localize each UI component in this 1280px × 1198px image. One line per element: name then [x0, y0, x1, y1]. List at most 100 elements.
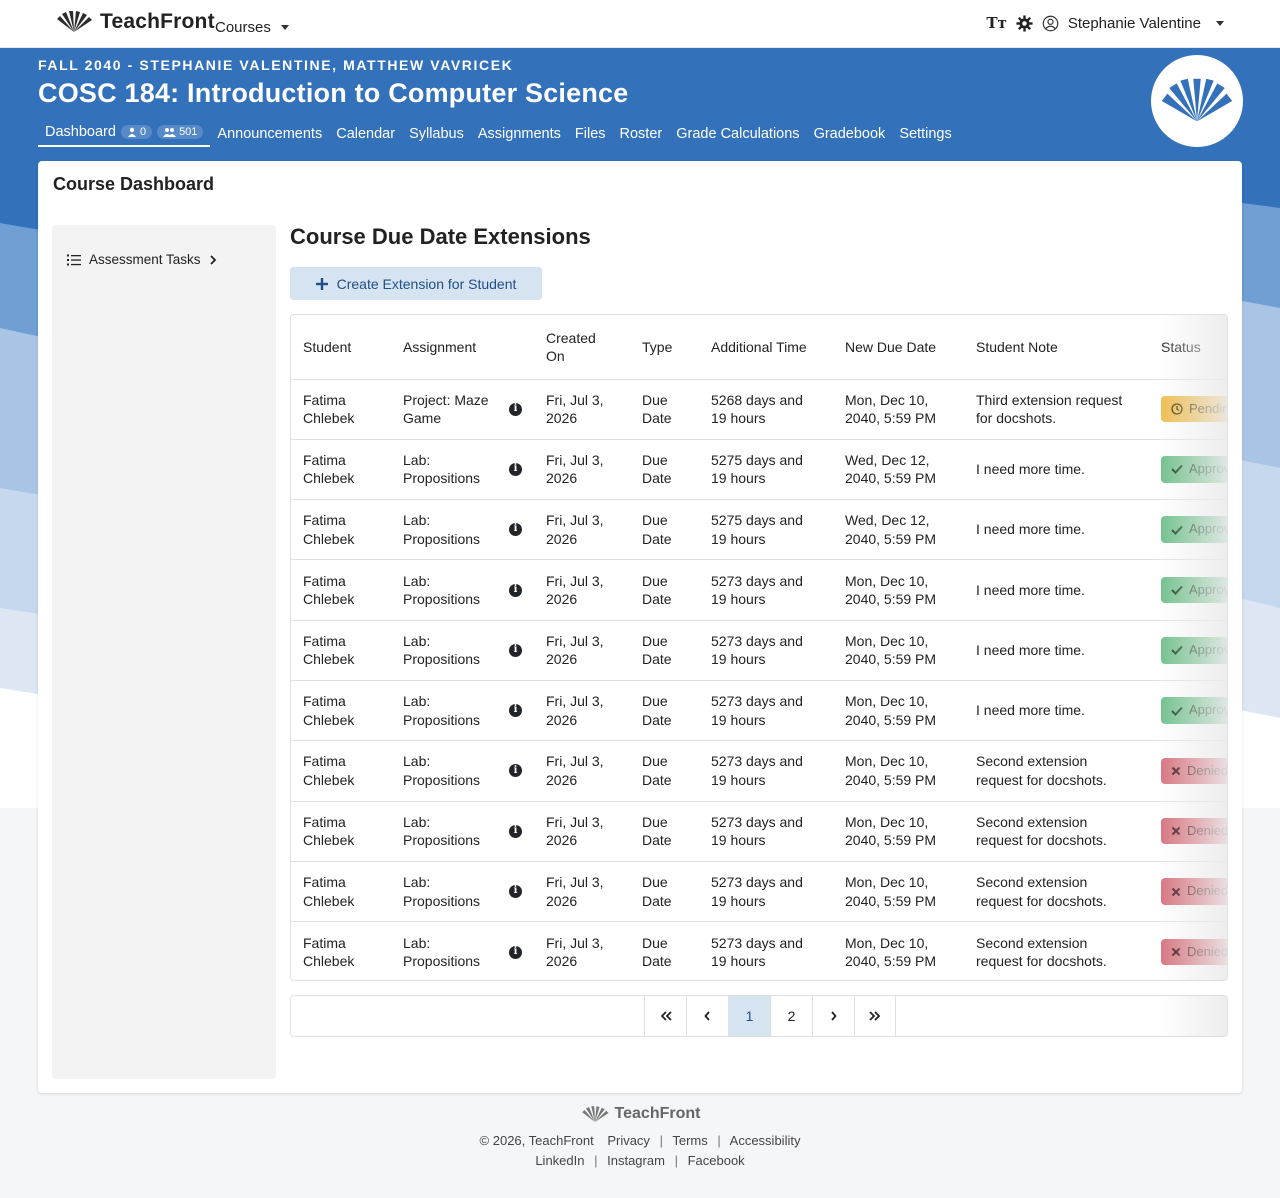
extensions-table-container[interactable]: Student Assignment Created On Type Addit…: [290, 314, 1228, 981]
text-size-icon[interactable]: Tт: [986, 14, 1007, 32]
cell-student: Fatima Chlebek: [303, 934, 355, 970]
extensions-table: Student Assignment Created On Type Addit…: [291, 315, 1227, 980]
last-page-button[interactable]: [854, 996, 896, 1036]
cell-created-on: Fri, Jul 3, 2026: [546, 934, 604, 970]
col-header-type[interactable]: Type: [630, 315, 699, 380]
col-header-created-on[interactable]: Created On: [534, 315, 630, 380]
user-name[interactable]: Stephanie Valentine: [1067, 14, 1201, 32]
tab-files[interactable]: Files: [574, 125, 606, 142]
tab-roster[interactable]: Roster: [619, 125, 663, 142]
status-badge[interactable]: Pending: [1161, 395, 1227, 423]
tab-announcements[interactable]: Announcements: [217, 125, 323, 142]
col-header-student[interactable]: Student: [291, 315, 391, 380]
info-icon[interactable]: i: [509, 824, 522, 838]
pagination-container: 1 2: [290, 995, 1228, 1037]
table-row: Fatima Chlebek Lab: Propositions i Fri, Jul…: [291, 620, 1227, 681]
cell-additional-time: 5273 days and 19 hours: [711, 934, 803, 970]
tab-syllabus[interactable]: Syllabus: [409, 125, 464, 142]
cell-assignment: Project: Maze Game i: [391, 379, 534, 440]
chevron-right-icon: [209, 254, 216, 265]
cell-type: Due Date: [630, 499, 699, 561]
footer-link-instagram[interactable]: Instagram: [607, 1152, 665, 1168]
col-header-student-note[interactable]: Student Note: [964, 315, 1149, 380]
member-count: 501: [179, 126, 198, 138]
footer-separator: |: [717, 1132, 721, 1148]
table-row: Fatima Chlebek Project: Maze Game i Fri, Ju…: [291, 379, 1227, 440]
info-icon[interactable]: i: [509, 462, 522, 476]
user-area: Tт Stephanie Valentine: [986, 14, 1224, 32]
table-row: Fatima Chlebek Lab: Propositions i Fri, Jul…: [291, 559, 1227, 621]
info-icon[interactable]: i: [509, 402, 522, 416]
table-row: Fatima Chlebek Lab: Propositions i Fri, Jul…: [291, 861, 1227, 923]
check-icon: [1171, 525, 1183, 535]
cell-additional-time: 5273 days and 19 hours: [699, 559, 833, 621]
cell-student-note: I need more time.: [964, 559, 1149, 621]
tab-grade-calculations[interactable]: Grade Calculations: [676, 125, 800, 142]
status-badge[interactable]: Approved: [1161, 576, 1227, 604]
table-row: Fatima Chlebek Lab: Propositions i Fri, Jul…: [291, 740, 1227, 802]
first-page-button[interactable]: [644, 996, 686, 1036]
status-badge[interactable]: Approved: [1161, 697, 1227, 724]
status-badge[interactable]: Denied: [1161, 878, 1227, 905]
course-title: COSC 184: Introduction to Computer Scien…: [38, 78, 629, 108]
status-label: Approved: [1189, 581, 1227, 597]
info-icon[interactable]: i: [509, 764, 522, 778]
status-badge[interactable]: Denied: [1161, 757, 1227, 785]
tab-assignments[interactable]: Assignments: [477, 125, 561, 142]
cell-additional-time: 5273 days and 19 hours: [699, 861, 833, 923]
footer-link-linkedin[interactable]: LinkedIn: [535, 1152, 585, 1168]
courses-dropdown[interactable]: Courses: [215, 19, 289, 36]
create-extension-button[interactable]: Create Extension for Student: [290, 267, 542, 300]
footer-link-accessibility[interactable]: Accessibility: [729, 1132, 801, 1148]
info-icon[interactable]: i: [509, 523, 522, 537]
gear-icon[interactable]: [1016, 14, 1033, 32]
col-header-assignment[interactable]: Assignment: [391, 315, 534, 380]
col-header-new-due-date[interactable]: New Due Date: [833, 315, 964, 380]
tab-gradebook[interactable]: Gradebook: [813, 125, 886, 142]
cell-status: Approved: [1149, 680, 1227, 742]
footer-link-facebook[interactable]: Facebook: [687, 1152, 745, 1168]
status-badge[interactable]: Approved: [1161, 637, 1227, 664]
cell-new-due-date: Mon, Dec 10, 2040, 5:59 PM: [833, 620, 964, 681]
cell-status: Approved: [1149, 439, 1227, 501]
x-icon: [1171, 766, 1181, 776]
cell-new-due-date: Mon, Dec 10, 2040, 5:59 PM: [833, 379, 964, 440]
col-header-additional-time[interactable]: Additional Time: [699, 315, 833, 380]
x-icon: [1171, 947, 1181, 957]
info-icon[interactable]: i: [509, 945, 522, 959]
member-count-badge: 501: [157, 125, 204, 139]
cell-new-due-date: Mon, Dec 10, 2040, 5:59 PM: [833, 740, 964, 802]
brand-logo[interactable]: TeachFront: [54, 10, 215, 34]
cell-new-due-date: Mon, Dec 10, 2040, 5:59 PM: [833, 559, 964, 621]
status-badge[interactable]: Denied: [1161, 938, 1227, 966]
tab-dashboard[interactable]: Dashboard 0 501: [38, 120, 211, 147]
info-icon[interactable]: i: [509, 583, 522, 597]
status-badge[interactable]: Approved: [1161, 516, 1227, 543]
user-circle-icon: [1042, 15, 1059, 31]
prev-page-button[interactable]: [686, 996, 728, 1036]
status-badge[interactable]: Denied: [1161, 817, 1227, 845]
page-button-2[interactable]: 2: [770, 996, 812, 1036]
status-badge[interactable]: Approved: [1161, 456, 1227, 483]
pagination: 1 2: [644, 996, 896, 1036]
footer-copyright: © 2026, TeachFront: [479, 1132, 594, 1148]
sidebar-item-assessment-tasks[interactable]: Assessment Tasks: [67, 252, 217, 267]
footer-separator: |: [594, 1152, 598, 1168]
info-icon[interactable]: i: [509, 704, 522, 718]
footer-link-terms[interactable]: Terms: [672, 1132, 708, 1148]
footer-link-privacy[interactable]: Privacy: [607, 1132, 650, 1148]
list-icon: [67, 254, 81, 265]
info-icon[interactable]: i: [509, 885, 522, 899]
col-header-status[interactable]: Status: [1149, 315, 1227, 380]
cell-status: Denied: [1149, 861, 1227, 923]
caret-down-icon[interactable]: [1216, 20, 1224, 26]
tab-calendar[interactable]: Calendar: [336, 125, 396, 142]
cell-assignment: Lab: Propositions i: [391, 740, 534, 802]
cell-student: Fatima Chlebek: [291, 801, 391, 862]
tab-settings[interactable]: Settings: [899, 125, 952, 142]
next-page-button[interactable]: [812, 996, 854, 1036]
cell-student: Fatima Chlebek: [291, 861, 391, 923]
page-button-1[interactable]: 1: [728, 996, 770, 1036]
cell-new-due-date: Mon, Dec 10, 2040, 5:59 PM: [833, 801, 964, 862]
info-icon[interactable]: i: [509, 643, 522, 657]
